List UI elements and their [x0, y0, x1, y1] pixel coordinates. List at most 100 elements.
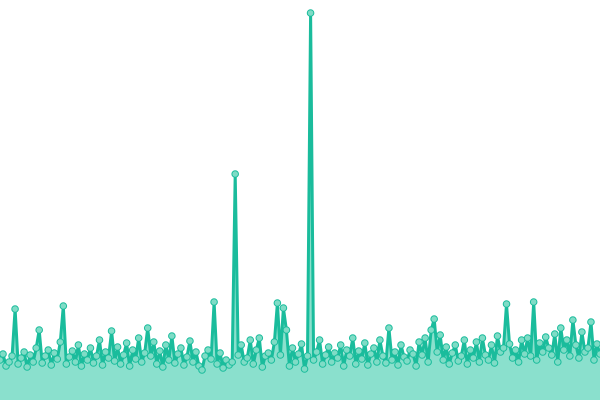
data-point — [342, 346, 351, 354]
data-point — [566, 352, 574, 360]
data-point — [204, 346, 212, 354]
data-point — [318, 360, 327, 368]
data-point — [258, 363, 267, 371]
data-point — [17, 354, 25, 362]
data-point — [544, 344, 553, 352]
data-point — [553, 358, 562, 366]
data-point — [361, 339, 369, 347]
data-point — [379, 352, 387, 360]
data-point — [47, 361, 56, 369]
data-point — [219, 364, 227, 372]
data-point — [333, 354, 342, 362]
data-point — [596, 350, 600, 358]
data-point — [306, 9, 315, 17]
data-point — [201, 352, 209, 360]
data-point — [107, 327, 116, 335]
data-point — [177, 344, 185, 352]
data-point — [174, 350, 182, 358]
data-point — [321, 351, 330, 359]
data-point — [457, 352, 466, 360]
data-point — [312, 348, 321, 356]
data-point — [23, 363, 31, 371]
data-point — [415, 338, 423, 346]
data-point — [92, 352, 101, 360]
data-point — [439, 356, 448, 364]
data-point — [376, 336, 384, 344]
data-point — [499, 344, 508, 352]
data-point — [403, 357, 411, 365]
data-point — [282, 326, 291, 334]
data-point — [198, 366, 206, 374]
data-point — [131, 355, 140, 363]
data-point — [535, 339, 544, 347]
data-point — [560, 346, 568, 354]
data-point — [189, 358, 197, 366]
data-point — [351, 360, 360, 368]
data-point — [367, 350, 375, 358]
data-point — [412, 362, 420, 370]
data-point — [56, 338, 65, 346]
data-point — [116, 360, 125, 368]
data-point — [348, 334, 357, 342]
data-point — [41, 352, 50, 360]
data-point — [529, 298, 538, 306]
data-point — [71, 358, 80, 366]
data-point — [279, 304, 288, 312]
data-point — [53, 355, 62, 363]
data-point — [252, 346, 261, 354]
data-point — [593, 340, 600, 348]
data-point — [5, 358, 13, 366]
data-point — [119, 351, 128, 359]
data-point — [192, 348, 200, 356]
data-point — [237, 341, 246, 349]
data-point — [8, 352, 16, 360]
data-point — [80, 350, 89, 358]
data-point — [50, 349, 59, 357]
data-point — [466, 346, 475, 354]
data-point — [557, 324, 565, 332]
data-point — [575, 354, 583, 362]
data-point — [44, 346, 53, 354]
data-point — [354, 347, 363, 355]
data-point — [442, 343, 451, 351]
data-point — [165, 356, 173, 364]
data-point — [140, 349, 149, 357]
data-point — [427, 326, 435, 334]
data-point — [149, 338, 158, 346]
data-point — [101, 348, 110, 356]
series-line — [0, 11, 600, 372]
data-point — [445, 360, 454, 368]
data-point — [508, 354, 517, 362]
data-point — [183, 353, 191, 361]
data-point — [68, 347, 77, 355]
data-point — [490, 359, 499, 367]
data-point — [460, 336, 469, 344]
data-point — [0, 350, 7, 358]
data-point — [484, 356, 493, 364]
data-point — [538, 348, 547, 356]
data-point — [213, 360, 221, 368]
data-point — [186, 337, 194, 345]
data-point — [336, 341, 345, 349]
data-point — [303, 352, 312, 360]
data-point — [128, 346, 137, 354]
data-point — [324, 343, 333, 351]
data-point — [267, 356, 276, 364]
data-point — [264, 349, 273, 357]
data-point — [563, 336, 571, 344]
data-point — [288, 344, 297, 352]
data-point — [276, 351, 285, 359]
data-point — [285, 362, 294, 370]
data-point — [255, 334, 264, 342]
data-points — [0, 9, 600, 374]
data-point — [291, 358, 300, 366]
data-point — [436, 331, 445, 339]
data-point — [234, 351, 242, 359]
data-point — [511, 346, 520, 354]
data-point — [409, 350, 417, 358]
data-point — [89, 359, 98, 367]
data-point — [32, 344, 40, 352]
data-point — [373, 358, 381, 366]
data-point — [249, 360, 258, 368]
